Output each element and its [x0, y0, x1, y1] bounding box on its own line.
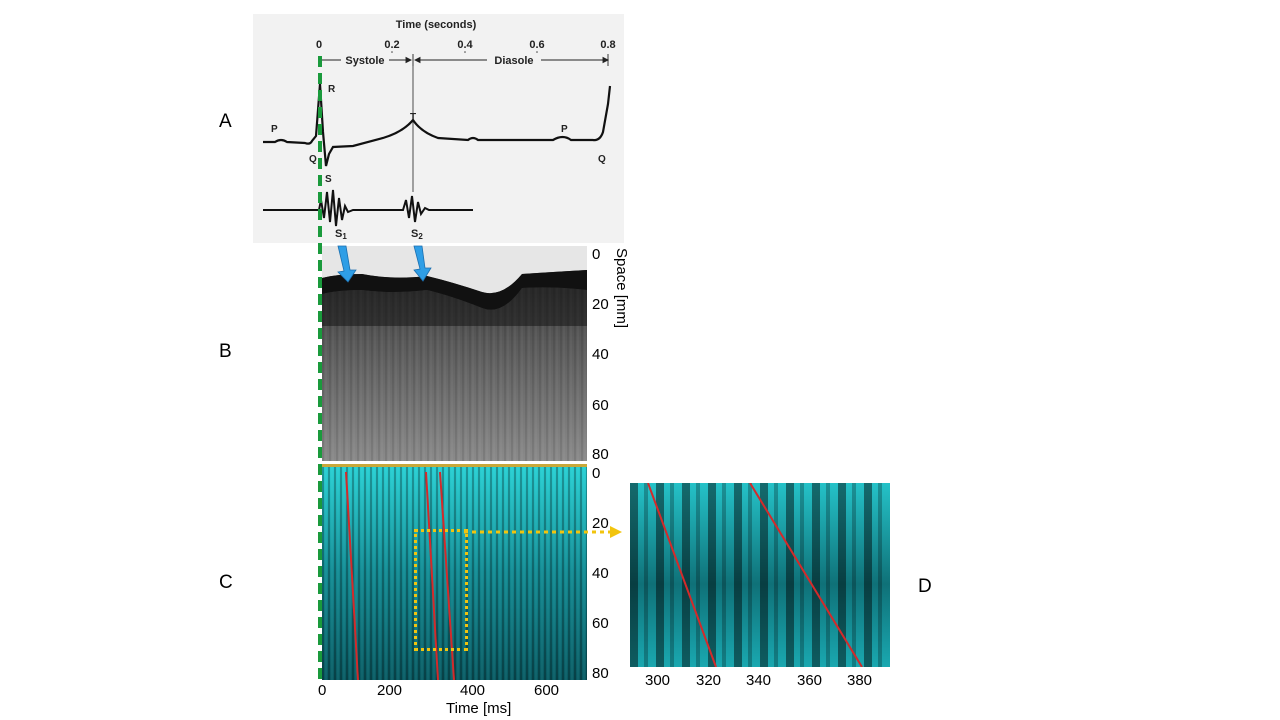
panel-label-c: C: [219, 572, 233, 593]
systole-label: Systole: [345, 55, 384, 67]
d-xtick-4: 380: [847, 672, 873, 689]
ecg-diagram: Time (seconds) 0 0.2 0.4 0.6 0.8 Systole…: [253, 14, 624, 243]
wave-label-t: T: [410, 112, 416, 123]
c-ytick-1: 20: [592, 515, 609, 532]
teal-mmode-image: [322, 464, 587, 681]
d-xtick-0: 300: [645, 672, 671, 689]
arrow-right-icon: [610, 526, 622, 538]
c-xtick-2: 400: [460, 682, 486, 699]
s1-arrow-icon: [337, 245, 357, 283]
b-ytick-4: 80: [592, 446, 609, 463]
s2-arrow-icon: [413, 245, 432, 282]
d-xtick-1: 320: [696, 672, 722, 689]
ecg-tick-4: 0.8: [600, 39, 615, 51]
wave-label-q1: Q: [309, 154, 317, 165]
diastole-label: Diasole: [494, 55, 533, 67]
b-ytick-2: 40: [592, 346, 609, 363]
panel-label-d: D: [918, 576, 932, 597]
c-ytick-2: 40: [592, 565, 609, 582]
wave-label-r: R: [328, 84, 336, 95]
zoom-region-box: [414, 529, 468, 651]
heart-sound-trace: [263, 189, 473, 227]
wave-label-p1: P: [271, 124, 278, 135]
wave-label-p2: P: [561, 124, 568, 135]
m-mode-image: [322, 246, 587, 461]
ecg-tick-3: 0.6: [529, 39, 544, 51]
ecg-tick-0: 0: [316, 39, 322, 51]
wave-label-q2: Q: [598, 154, 606, 165]
c-xtick-0: 0: [318, 682, 327, 699]
c-xtick-3: 600: [534, 682, 560, 699]
sound-label-s1: S1: [335, 228, 347, 241]
b-ytick-1: 20: [592, 296, 609, 313]
sound-label-s2: S2: [411, 228, 423, 241]
ecg-trace: [263, 83, 612, 167]
b-y-axis-label: Space [mm]: [613, 248, 630, 329]
ecg-time-title: Time (seconds): [396, 19, 477, 31]
c-xtick-1: 200: [377, 682, 403, 699]
ecg-tick-2: 0.4: [457, 39, 473, 51]
c-ytick-3: 60: [592, 615, 609, 632]
b-ytick-3: 60: [592, 397, 609, 414]
zoom-arrow: [464, 526, 622, 538]
c-ytick-4: 80: [592, 665, 609, 682]
c-x-axis-label: Time [ms]: [446, 700, 512, 717]
wave-label-s: S: [325, 174, 332, 185]
ecg-tick-1: 0.2: [384, 39, 399, 51]
panel-label-a: A: [219, 111, 232, 132]
alignment-guide-line: [318, 56, 322, 682]
zoomed-image: [630, 482, 890, 668]
d-xtick-2: 340: [746, 672, 772, 689]
sound-arrows: [337, 245, 432, 283]
d-xtick-3: 360: [797, 672, 823, 689]
b-ytick-0: 0: [592, 246, 601, 263]
panel-label-b: B: [219, 341, 232, 362]
c-ytick-0: 0: [592, 465, 601, 482]
